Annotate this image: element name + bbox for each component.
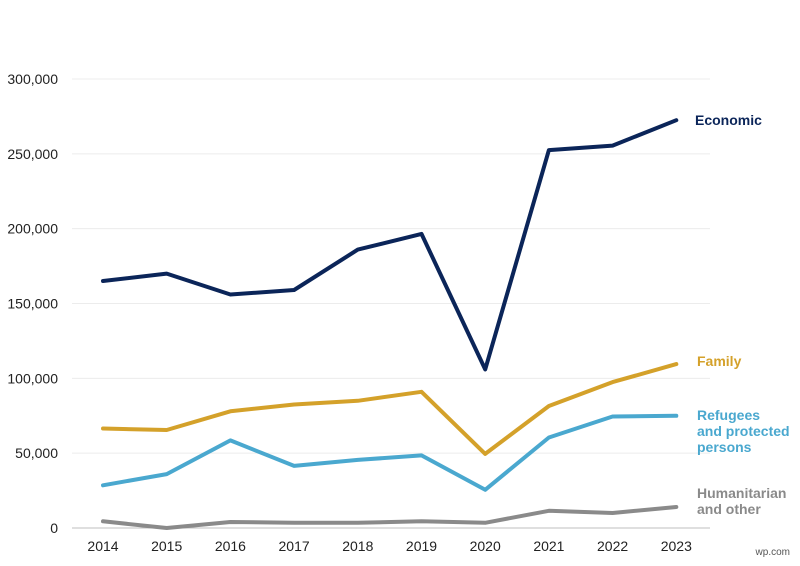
series-label: Refugees and protected persons: [697, 407, 790, 455]
x-tick-label: 2021: [533, 538, 564, 554]
watermark: wp.com: [755, 547, 790, 558]
x-tick-label: 2018: [342, 538, 373, 554]
series-line: [101, 413, 679, 492]
x-tick-label: 2019: [406, 538, 437, 554]
x-tick-label: 2023: [661, 538, 692, 554]
y-tick-label: 300,000: [7, 71, 58, 87]
series-line: [101, 362, 679, 456]
series-label: Humanitarian and other: [697, 485, 786, 517]
series-label: Family: [697, 353, 742, 369]
y-tick-label: 200,000: [7, 221, 58, 237]
x-axis: 2014 2015 2016 2017 2018 2019 2020 2021 2022 2023: [87, 538, 692, 554]
x-tick-label: 2016: [215, 538, 246, 554]
y-tick-label: 150,000: [7, 296, 58, 312]
x-tick-label: 2020: [470, 538, 501, 554]
series-label: Economic: [695, 112, 762, 128]
x-tick-label: 2017: [279, 538, 310, 554]
series-labels: Economic Family Refugees and protected perso…: [695, 112, 790, 517]
y-tick-label: 100,000: [7, 370, 58, 386]
y-tick-label: 0: [50, 520, 58, 536]
gridlines: [72, 78, 710, 454]
y-tick-label: 50,000: [15, 445, 58, 461]
series-line: [101, 118, 679, 372]
x-tick-label: 2014: [87, 538, 118, 554]
y-tick-label: 250,000: [7, 146, 58, 162]
series-line: [101, 505, 679, 530]
series-lines: [101, 118, 679, 530]
y-axis: 0 50,000 100,000 150,000 200,000 250,000 300,0…: [7, 71, 58, 536]
x-tick-label: 2022: [597, 538, 628, 554]
x-tick-label: 2015: [151, 538, 182, 554]
